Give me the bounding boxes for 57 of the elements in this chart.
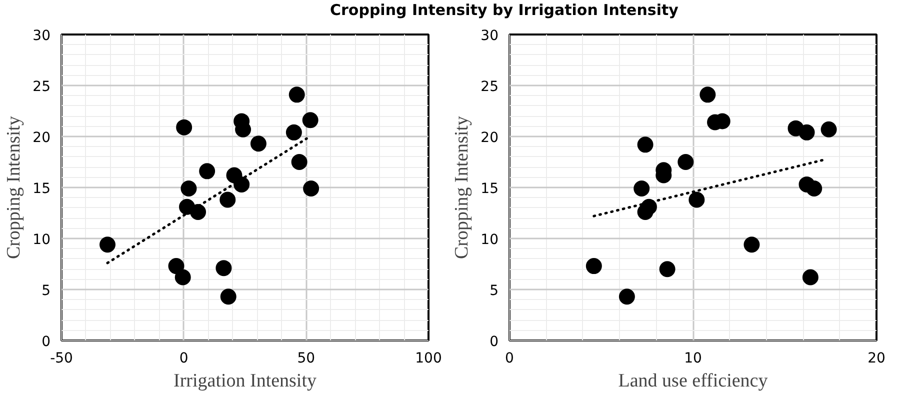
point: [688, 192, 705, 208]
y-tick-label: 30: [480, 28, 499, 44]
point: [220, 288, 236, 305]
x-axis-title: Irrigation Intensity: [174, 370, 317, 392]
point: [700, 86, 716, 103]
point: [180, 180, 197, 197]
point: [637, 136, 654, 153]
y-tick-label: 20: [32, 130, 51, 146]
point: [250, 136, 266, 152]
point: [199, 163, 216, 180]
point: [99, 236, 116, 253]
x-axis-title: Land use efficiency: [618, 370, 768, 392]
y-tick-label: 25: [480, 79, 499, 95]
point: [303, 180, 320, 197]
point: [302, 112, 318, 128]
y-axis-title: Cropping Intensity: [4, 115, 25, 260]
y-tick-label: 0: [490, 334, 499, 350]
point: [618, 288, 635, 305]
point: [190, 204, 206, 220]
point: [220, 192, 236, 208]
point: [798, 124, 815, 140]
y-tick-label: 5: [490, 283, 499, 299]
y-tick-label: 10: [32, 232, 51, 248]
point: [168, 258, 184, 274]
point: [234, 176, 250, 192]
point: [586, 258, 602, 274]
x-tick-label: -50: [50, 350, 73, 366]
text: Cropping Intensity by Irrigation Intensity: [330, 0, 678, 21]
point: [659, 261, 676, 278]
x-tick-label: 50: [297, 350, 316, 366]
y-tick-label: 25: [32, 79, 51, 95]
point: [291, 154, 308, 170]
point: [802, 269, 818, 286]
x-tick-label: 0: [505, 350, 514, 366]
point: [806, 180, 822, 197]
x-tick-label: 10: [684, 350, 702, 366]
point: [288, 86, 305, 103]
x-tick-label: 0: [179, 350, 188, 366]
y-tick-label: 15: [480, 181, 499, 197]
x-tick-label: 100: [415, 350, 442, 366]
y-tick-label: 30: [32, 28, 51, 44]
y-tick-label: 15: [32, 181, 51, 197]
point: [678, 154, 694, 170]
point: [637, 204, 654, 220]
y-tick-label: 0: [42, 334, 51, 350]
x-tick-label: 20: [868, 350, 886, 366]
y-tick-label: 10: [480, 232, 499, 248]
point: [216, 260, 232, 276]
y-tick-label: 5: [42, 283, 51, 299]
point: [634, 180, 650, 197]
point: [174, 269, 191, 286]
y-axis-title: Cropping Intensity: [452, 115, 473, 260]
point: [176, 119, 192, 136]
y-tick-label: 20: [480, 130, 499, 146]
point: [820, 121, 837, 138]
point: [286, 124, 302, 140]
point: [744, 236, 760, 253]
